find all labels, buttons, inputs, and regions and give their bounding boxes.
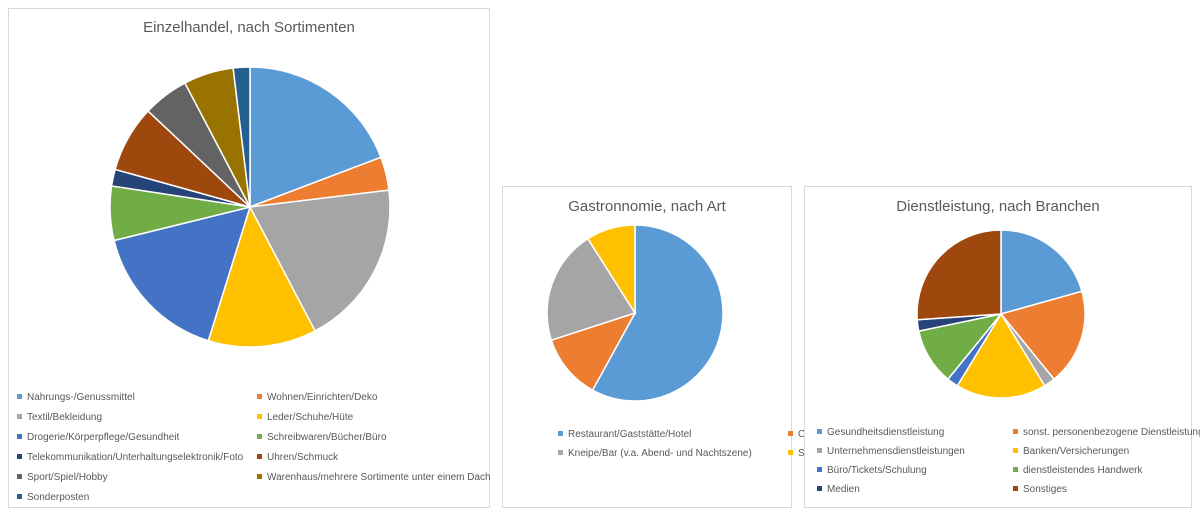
legend-swatch (1013, 485, 1018, 491)
legend-swatch (817, 485, 822, 491)
chart-legend: Gesundheitsdienstleistung sonst. personen… (817, 427, 1200, 502)
legend-swatch (257, 433, 262, 439)
legend-swatch (257, 393, 262, 399)
legend-item-banken-versicherungen: Banken/Versicherungen (1013, 446, 1129, 458)
legend-swatch (788, 430, 793, 436)
legend-item-wohnen-einrichten-deko: Wohnen/Einrichten/Deko (257, 392, 377, 404)
pie-slice-drogerie-koerperpflege-gesundheit (113, 205, 252, 342)
legend-label: Leder/Schuhe/Hüte (267, 412, 354, 423)
legend-label: Restaurant/Gaststätte/Hotel (568, 429, 692, 440)
chart-title: Dienstleistung, nach Branchen (896, 198, 1100, 215)
pie-slice-caf-bistro-v-a-tagesbetrieb (550, 311, 637, 392)
legend-item-medien: Medien (817, 484, 860, 496)
legend-item-gesundheitsdienstleistung: Gesundheitsdienstleistung (817, 427, 944, 439)
legend-label: Warenhaus/mehrere Sortimente unter einem… (267, 472, 491, 483)
pie-slice-sonstiges (586, 224, 636, 316)
legend-swatch (17, 473, 22, 479)
legend-item-restaurant-gaststaette-hotel: Restaurant/Gaststätte/Hotel (558, 429, 691, 441)
legend-item-schreibwaren-buecher-buero: Schreibwaren/Bücher/Büro (257, 432, 387, 444)
legend-label: Telekommunikation/Unterhaltungselektroni… (27, 452, 244, 463)
chart-title: Gastronnomie, nach Art (568, 198, 726, 215)
pie-slice-textil-bekleidung (248, 189, 391, 332)
legend-swatch (1013, 466, 1018, 472)
pie-slice-gesundheitsdienstleistung (1000, 229, 1083, 315)
pie-chart-gastronomie (546, 224, 724, 402)
legend-label: Uhren/Schmuck (267, 452, 339, 463)
pie-chart-dienstleistung (916, 229, 1086, 399)
legend-swatch (788, 449, 793, 455)
legend-swatch (817, 466, 822, 472)
pie-slice-nahrungs-genussmittel (249, 66, 382, 209)
legend-item-warenhaus-mehrere-sortimente-unter-einem-dach: Warenhaus/mehrere Sortimente unter einem… (257, 472, 491, 484)
legend-swatch (257, 413, 262, 419)
legend-item-unternehmensdienstleistungen: Unternehmensdienstleistungen (817, 446, 965, 458)
legend-item-sonderposten: Sonderposten (17, 492, 89, 504)
legend-label: Büro/Tickets/Schulung (827, 465, 927, 476)
legend-label: Kneipe/Bar (v.a. Abend- und Nachtszene) (568, 448, 752, 459)
legend-label: Drogerie/Körperpflege/Gesundheit (27, 432, 180, 443)
legend-swatch (1013, 428, 1018, 434)
legend-item-nahrungs-genussmittel: Nahrungs-/Genussmittel (17, 392, 135, 404)
chart-legend: Nahrungs-/Genussmittel Wohnen/Einrichten/… (17, 392, 491, 504)
pie-slice-kneipe-bar-v-a-abend-und-nachtszene (546, 237, 637, 342)
legend-label: Sport/Spiel/Hobby (27, 472, 108, 483)
legend-swatch (1013, 447, 1018, 453)
legend-label: Sonderposten (27, 492, 90, 503)
legend-item-buero-tickets-schulung: Büro/Tickets/Schulung (817, 465, 927, 477)
legend-swatch (558, 430, 563, 436)
legend-swatch (257, 453, 262, 459)
legend-label: Schreibwaren/Bücher/Büro (267, 432, 387, 443)
legend-item-kneipe-bar-v-a-abend-und-nachtszene: Kneipe/Bar (v.a. Abend- und Nachtszene) (558, 448, 752, 460)
legend-label: Textil/Bekleidung (27, 412, 103, 423)
legend-item-uhren-schmuck: Uhren/Schmuck (257, 452, 338, 464)
legend-item-drogerie-koerperpflege-gesundheit: Drogerie/Körperpflege/Gesundheit (17, 432, 179, 444)
legend-item-sonst-personenbezogene-dienstleistung: sonst. personenbezogene Dienstleistung (1013, 427, 1200, 439)
legend-item-sonstiges: Sonstiges (1013, 484, 1067, 496)
pie-chart-einzelhandel (109, 66, 391, 348)
legend-label: Unternehmensdienstleistungen (827, 446, 965, 457)
chart-panel-gastronomie: Gastronnomie, nach Art Restaurant/Gastst… (502, 186, 932, 508)
legend-label: Wohnen/Einrichten/Deko (267, 392, 378, 403)
legend-item-textil-bekleidung: Textil/Bekleidung (17, 412, 102, 424)
pie-slice-sonderposten (232, 66, 251, 208)
legend-label: Banken/Versicherungen (1023, 446, 1130, 457)
legend-label: Sonstiges (1023, 484, 1067, 495)
legend-swatch (558, 449, 563, 455)
legend-item-telekommunikation-unterhaltungselektronik-foto: Telekommunikation/Unterhaltungselektroni… (17, 452, 243, 464)
legend-label: dienstleistendes Handwerk (1023, 465, 1143, 476)
pie-slice-sonst-personenbezogene-dienstleistung (999, 290, 1086, 381)
legend-label: sonst. personenbezogene Dienstleistung (1023, 427, 1200, 438)
chart-title: Einzelhandel, nach Sortimenten (143, 19, 355, 36)
legend-item-leder-schuhe-huete: Leder/Schuhe/Hüte (257, 412, 353, 424)
pie-slice-leder-schuhe-huete (207, 205, 317, 348)
chart-panel-dienstleistung: Dienstleistung, nach Branchen Gesundheit… (804, 186, 1200, 508)
legend-swatch (17, 453, 22, 459)
legend-label: Gesundheitsdienstleistung (827, 427, 945, 438)
pie-slice-sonstiges (916, 229, 1002, 321)
legend-item-dienstleistendes-handwerk: dienstleistendes Handwerk (1013, 465, 1143, 477)
chart-legend: Restaurant/Gaststätte/HotelCafé/Bistro (… (558, 429, 932, 504)
legend-swatch (17, 393, 22, 399)
chart-panel-einzelhandel: Einzelhandel, nach Sortimenten Nahrungs-… (8, 8, 491, 508)
legend-swatch (17, 493, 22, 499)
legend-swatch (17, 413, 22, 419)
legend-swatch (817, 447, 822, 453)
legend-swatch (257, 473, 262, 479)
legend-item-sport-spiel-hobby: Sport/Spiel/Hobby (17, 472, 108, 484)
legend-label: Medien (827, 484, 860, 495)
legend-label: Nahrungs-/Genussmittel (27, 392, 135, 403)
pie-slice-banken-versicherungen (956, 312, 1046, 399)
legend-swatch (17, 433, 22, 439)
legend-swatch (817, 428, 822, 434)
pie-slice-restaurant-gaststaette-hotel (591, 224, 724, 402)
